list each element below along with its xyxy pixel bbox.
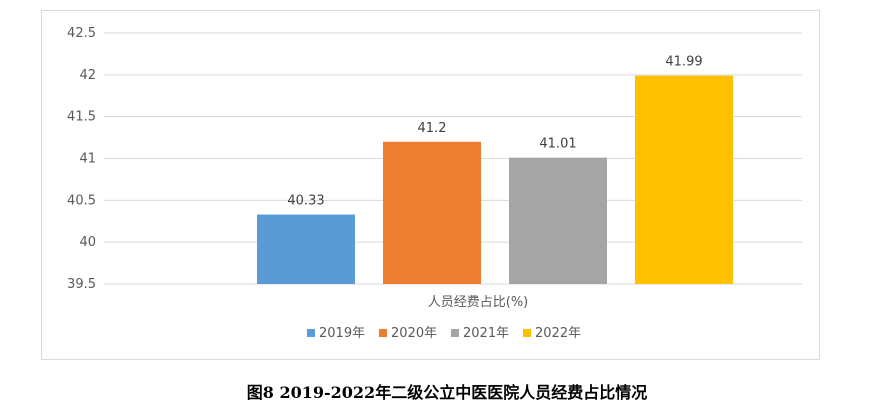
legend-label: 2022年 bbox=[535, 326, 581, 341]
chart-frame: 42.5 42 41.5 41 40.5 40 39.5 40.33 41.2 41.01 41.9… bbox=[41, 10, 820, 360]
legend-label: 2021年 bbox=[463, 326, 509, 341]
legend-swatch bbox=[523, 329, 531, 337]
legend-label: 2020年 bbox=[391, 326, 437, 341]
data-label: 41.01 bbox=[539, 137, 576, 152]
bar-2022年 bbox=[635, 75, 733, 284]
y-tick-label: 39.5 bbox=[67, 277, 96, 292]
x-category-label: 人员经费占比(%) bbox=[428, 295, 529, 310]
figure-caption: 图8 2019-2022年二级公立中医医院人员经费占比情况 bbox=[246, 383, 648, 402]
data-label: 41.2 bbox=[418, 121, 447, 136]
legend-swatch bbox=[451, 329, 459, 337]
y-tick-label: 41.5 bbox=[67, 110, 96, 125]
legend-label: 2019年 bbox=[319, 326, 365, 341]
y-tick-label: 40.5 bbox=[67, 193, 96, 208]
data-label: 40.33 bbox=[287, 194, 324, 209]
bar-2019年 bbox=[257, 214, 355, 284]
y-tick-label: 42 bbox=[79, 68, 96, 83]
y-tick-label: 42.5 bbox=[67, 26, 96, 41]
y-tick-label: 41 bbox=[79, 152, 96, 167]
legend-swatch bbox=[307, 329, 315, 337]
bar-chart: 42.5 42 41.5 41 40.5 40 39.5 40.33 41.2 41.01 41.9… bbox=[67, 26, 802, 341]
y-tick-label: 40 bbox=[79, 235, 96, 250]
bar-2020年 bbox=[383, 141, 481, 284]
bar-2021年 bbox=[509, 157, 607, 284]
data-label: 41.99 bbox=[665, 55, 702, 70]
legend-swatch bbox=[379, 329, 387, 337]
